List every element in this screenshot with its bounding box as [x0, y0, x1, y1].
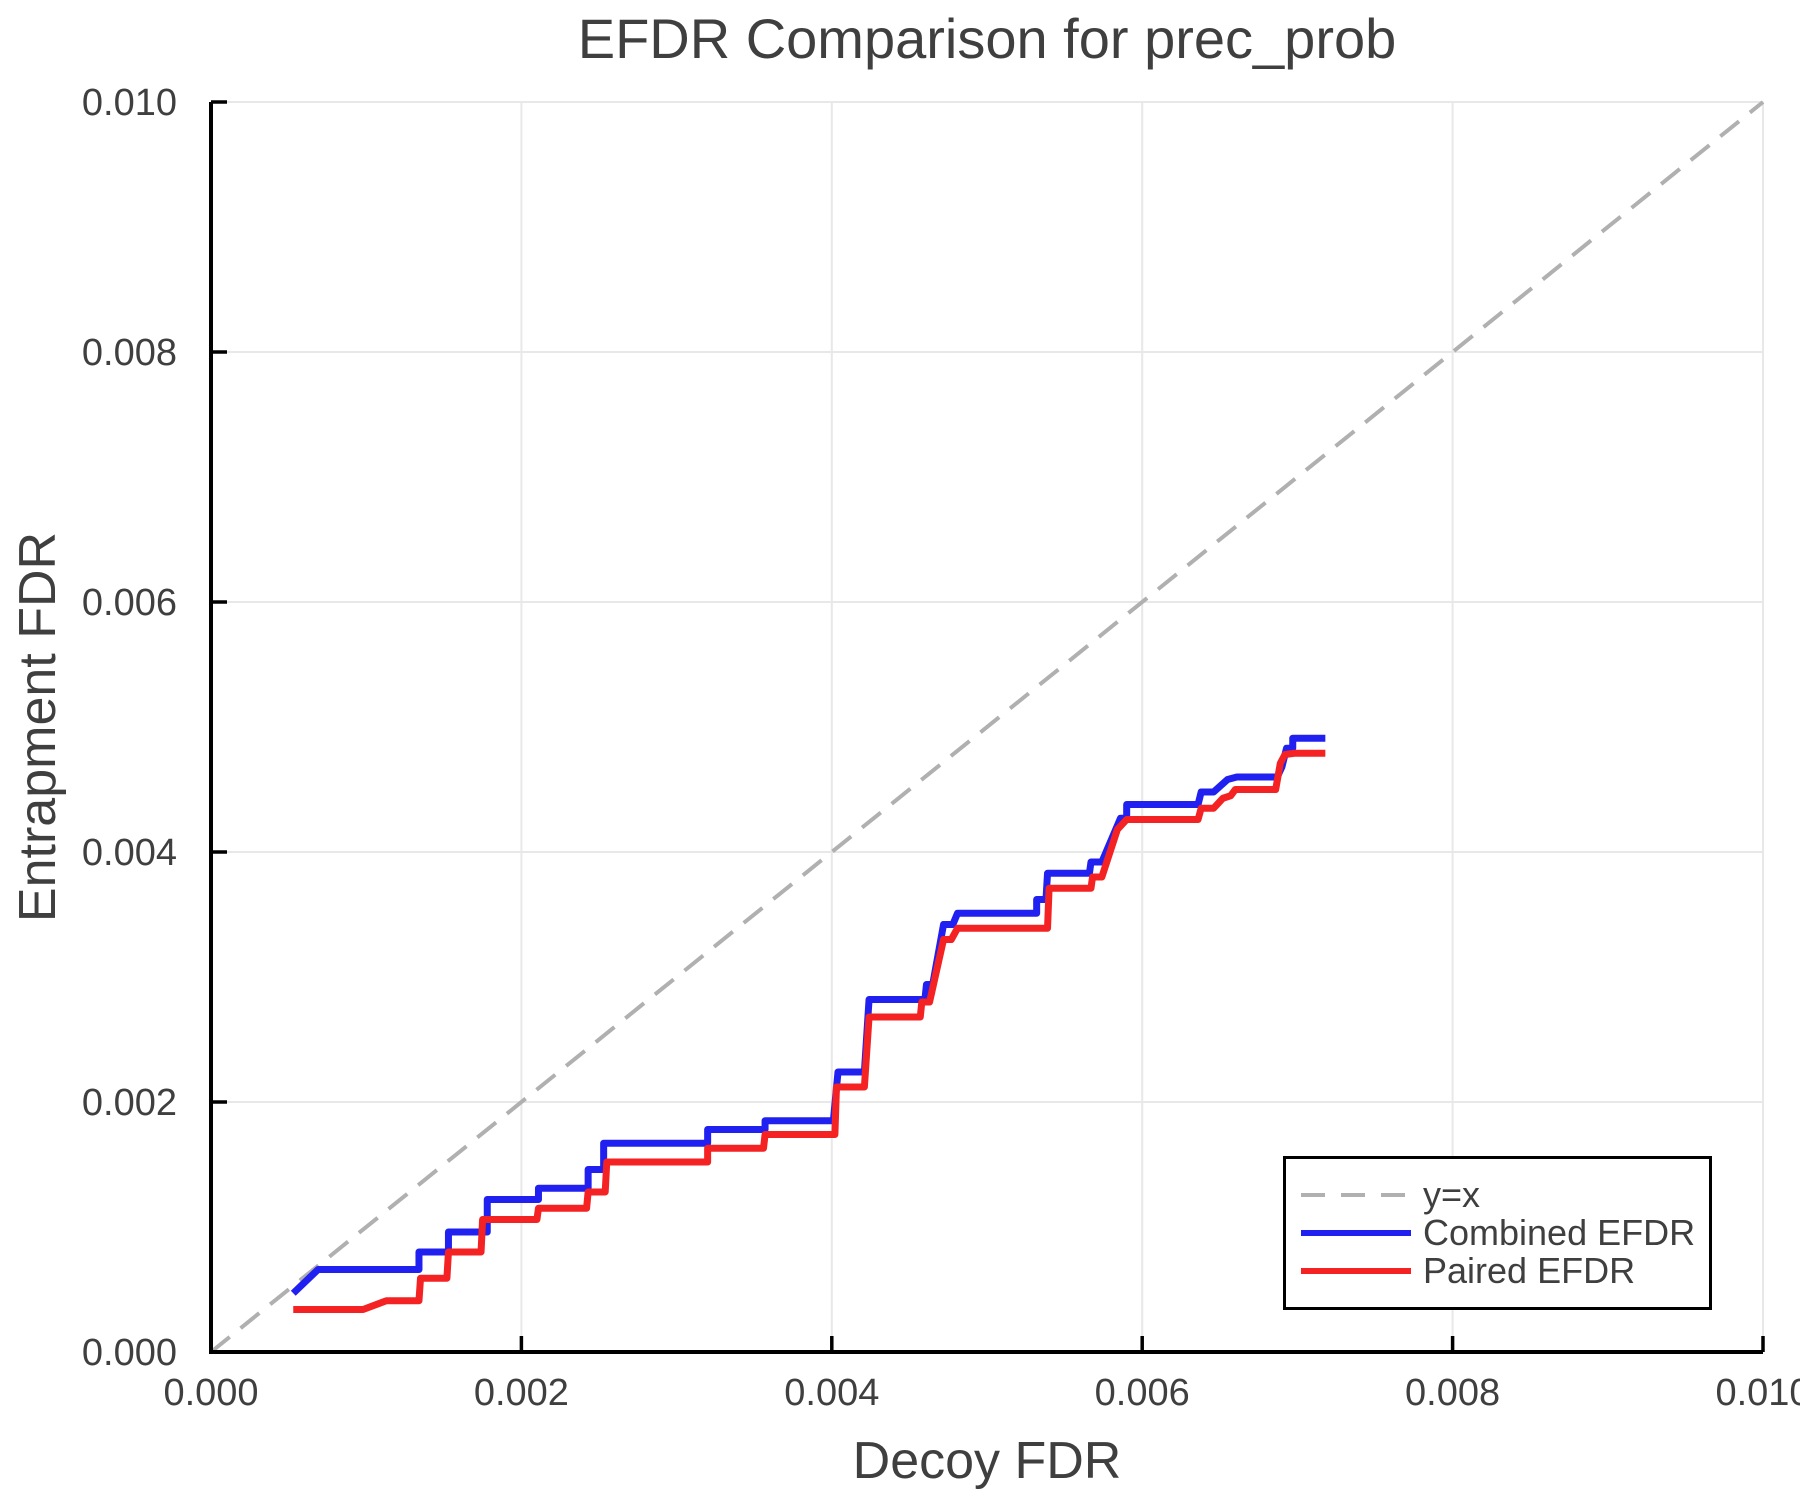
legend-row-diagonal: y=x	[1286, 1174, 1709, 1215]
legend-dashed-line-sample	[1301, 1193, 1411, 1197]
legend-row-combined: Combined EFDR	[1286, 1212, 1709, 1253]
legend: y=x Combined EFDR Paired EFDR	[1283, 1156, 1712, 1310]
legend-combined-line-sample	[1301, 1230, 1411, 1236]
series-line-paired-efdr	[293, 749, 1326, 1313]
x-tick-label-0.008: 0.008	[1405, 1372, 1500, 1414]
x-tick-label-0.006: 0.006	[1095, 1372, 1190, 1414]
label-layer: EFDR Comparison for prec_prob Decoy FDR …	[9, 7, 1396, 1490]
x-tick-label-0.01: 0.010	[1715, 1372, 1800, 1414]
legend-label-paired: Paired EFDR	[1423, 1250, 1636, 1291]
legend-label-diagonal: y=x	[1423, 1174, 1481, 1215]
chart-title: EFDR Comparison for prec_prob	[578, 7, 1397, 70]
x-tick-label-0.002: 0.002	[474, 1372, 569, 1414]
y-tick-label-0.002: 0.002	[82, 1082, 177, 1124]
y-tick-label-0.008: 0.008	[82, 332, 177, 374]
x-axis-title: Decoy FDR	[853, 1432, 1122, 1490]
axes-spines	[209, 102, 1763, 1354]
legend-label-combined: Combined EFDR	[1423, 1212, 1696, 1253]
x-tick-label-0: 0.000	[163, 1372, 258, 1414]
series-layer	[209, 100, 1765, 1354]
y-axis-title: Entrapment FDR	[9, 532, 67, 922]
tick-layer: 0.000 0.002 0.004 0.006 0.008 0.010 0.000 0.002…	[82, 82, 1800, 1414]
series-line-y-x	[209, 100, 1765, 1354]
y-tick-label-0.006: 0.006	[82, 582, 177, 624]
legend-row-paired: Paired EFDR	[1286, 1250, 1709, 1291]
legend-paired-line-sample	[1301, 1268, 1411, 1274]
y-tick-label-0.004: 0.004	[82, 832, 177, 874]
y-tick-label-0: 0.000	[82, 1332, 177, 1374]
y-tick-label-0.01: 0.010	[82, 82, 177, 124]
x-tick-label-0.004: 0.004	[784, 1372, 879, 1414]
